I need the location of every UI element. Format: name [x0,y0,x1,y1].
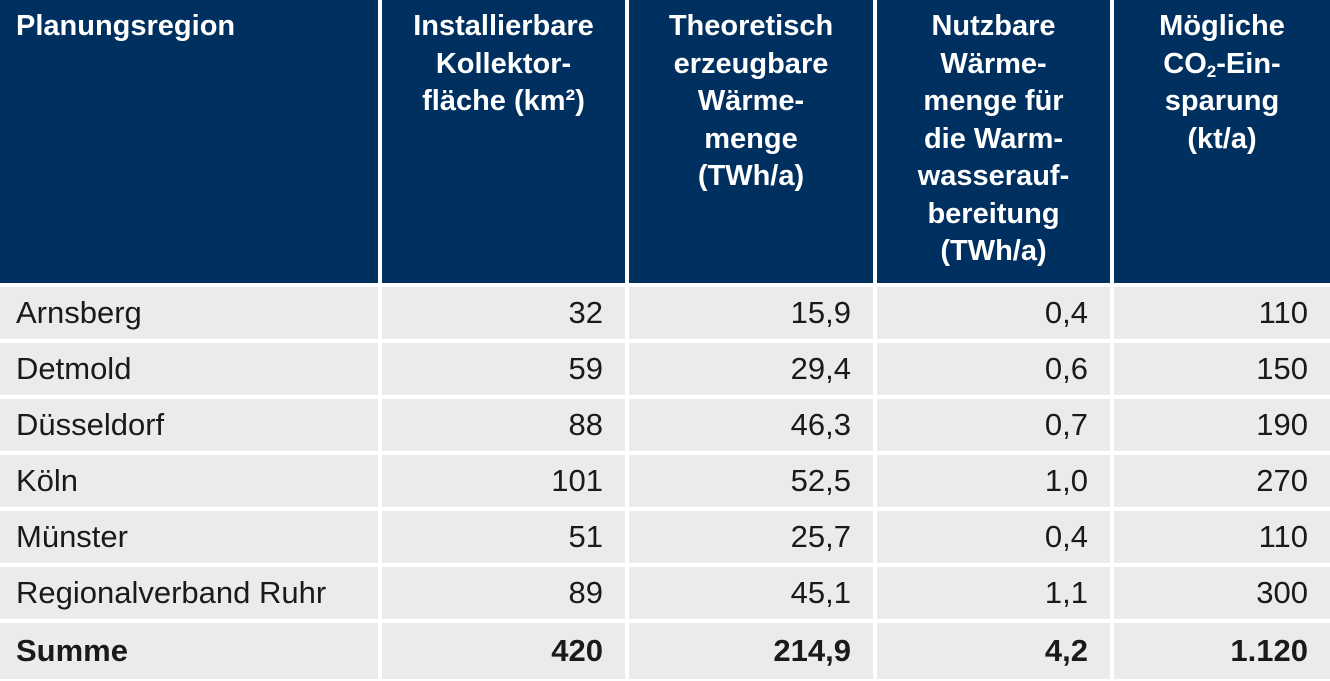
header-text-line: wasserauf- [917,160,1070,192]
header-text-line: Theoretisch [668,10,834,42]
header-planungsregion: Planungsregion [0,0,382,283]
cell-sum-flaeche: 420 [382,619,629,679]
cell-nutzbar: 0,6 [877,339,1114,395]
cell-sum-nutzbar: 4,2 [877,619,1114,679]
cell-waerme: 46,3 [629,395,877,451]
table-header: Planungsregion Installierbare Kollektor-… [0,0,1330,283]
header-text-line: menge [704,122,798,155]
header-text-line: (TWh/a) [697,160,805,192]
header-kollektorflaeche: Installierbare Kollektor- fläche (km²) [382,0,629,283]
cell-region: Arnsberg [0,283,382,339]
table-row: Arnsberg 32 15,9 0,4 110 [0,283,1330,339]
cell-region: Köln [0,451,382,507]
cell-flaeche: 51 [382,507,629,563]
cell-nutzbar: 1,0 [877,451,1114,507]
header-text-line: Wärme- [940,47,1047,80]
header-text-line: Mögliche [1159,10,1285,42]
header-nutzbare-waermemenge: Nutzbare Wärme- menge für die Warm- wass… [877,0,1114,283]
cell-flaeche: 101 [382,451,629,507]
cell-waerme: 29,4 [629,339,877,395]
table-row: Düsseldorf 88 46,3 0,7 190 [0,395,1330,451]
table-row: Münster 51 25,7 0,4 110 [0,507,1330,563]
cell-co2: 300 [1114,563,1330,619]
table-row: Regionalverband Ruhr 89 45,1 1,1 300 [0,563,1330,619]
header-text-line: sparung [1164,85,1280,117]
cell-waerme: 15,9 [629,283,877,339]
header-text-line: die Warm- [923,122,1064,155]
header-text-line: Nutzbare [931,10,1056,42]
cell-flaeche: 59 [382,339,629,395]
cell-waerme: 25,7 [629,507,877,563]
header-row: Planungsregion Installierbare Kollektor-… [0,0,1330,283]
co2-subscript: 2 [1206,61,1217,81]
cell-nutzbar: 0,4 [877,283,1114,339]
header-co2-einsparung: Mögliche CO2-Ein- sparung (kt/a) [1114,0,1330,283]
cell-nutzbar: 0,7 [877,395,1114,451]
header-text-line: Installierbare [413,10,594,42]
cell-flaeche: 89 [382,563,629,619]
cell-region: Düsseldorf [0,395,382,451]
cell-region: Münster [0,507,382,563]
cell-co2: 110 [1114,283,1330,339]
cell-waerme: 45,1 [629,563,877,619]
co2-text: CO [1163,47,1207,80]
cell-flaeche: 88 [382,395,629,451]
cell-nutzbar: 1,1 [877,563,1114,619]
header-text-line: menge für [923,85,1064,117]
header-text-line: bereitung [927,197,1060,230]
cell-region: Detmold [0,339,382,395]
cell-region: Regionalverband Ruhr [0,563,382,619]
cell-sum-co2: 1.120 [1114,619,1330,679]
cell-flaeche: 32 [382,283,629,339]
table-body: Arnsberg 32 15,9 0,4 110 Detmold 59 29,4… [0,283,1330,679]
co2-suffix: -Ein- [1216,47,1281,80]
header-text-line: Kollektor- [435,47,572,80]
cell-co2: 270 [1114,451,1330,507]
cell-sum-label: Summe [0,619,382,679]
table-row: Detmold 59 29,4 0,6 150 [0,339,1330,395]
sum-row: Summe 420 214,9 4,2 1.120 [0,619,1330,679]
header-text-line: Wärme- [697,85,805,117]
header-text-line: (TWh/a) [940,235,1047,267]
cell-co2: 150 [1114,339,1330,395]
header-text-line: CO2-Ein- [1120,46,1324,84]
header-text-line: Planungsregion [16,10,236,42]
header-text-line: (kt/a) [1187,122,1257,155]
cell-sum-waerme: 214,9 [629,619,877,679]
header-waermemenge: Theoretisch erzeugbare Wärme- menge (TWh… [629,0,877,283]
cell-co2: 190 [1114,395,1330,451]
cell-nutzbar: 0,4 [877,507,1114,563]
cell-waerme: 52,5 [629,451,877,507]
header-text-line: erzeugbare [673,47,829,80]
header-text-line: fläche (km²) [422,85,585,117]
table-row: Köln 101 52,5 1,0 270 [0,451,1330,507]
cell-co2: 110 [1114,507,1330,563]
